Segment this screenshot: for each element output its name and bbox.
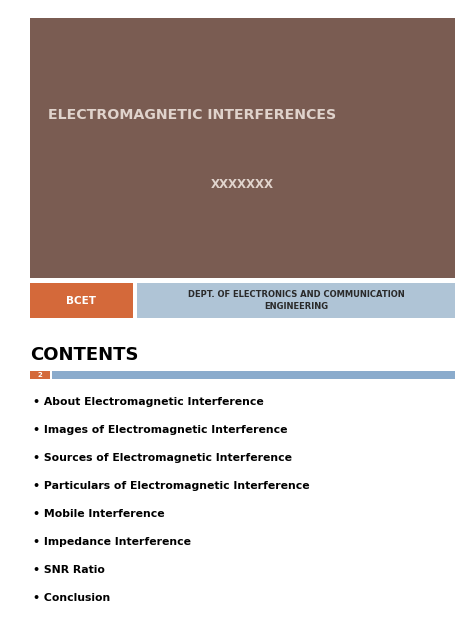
Text: BCET: BCET <box>66 296 97 305</box>
Bar <box>30 283 133 318</box>
Text: • Particulars of Electromagnetic Interference: • Particulars of Electromagnetic Interfe… <box>33 481 310 491</box>
Bar <box>137 283 455 318</box>
Bar <box>52 371 455 379</box>
Text: • Conclusion: • Conclusion <box>33 593 110 603</box>
Text: DEPT. OF ELECTRONICS AND COMMUNICATION
ENGINEERING: DEPT. OF ELECTRONICS AND COMMUNICATION E… <box>188 290 404 311</box>
Text: ELECTROMAGNETIC INTERFERENCES: ELECTROMAGNETIC INTERFERENCES <box>48 108 336 122</box>
Text: • Impedance Interference: • Impedance Interference <box>33 537 191 547</box>
Text: CONTENTS: CONTENTS <box>30 346 138 364</box>
Text: • Sources of Electromagnetic Interference: • Sources of Electromagnetic Interferenc… <box>33 453 292 463</box>
Bar <box>30 18 455 278</box>
Text: 2: 2 <box>37 372 42 378</box>
Text: • SNR Ratio: • SNR Ratio <box>33 565 105 575</box>
Text: XXXXXXX: XXXXXXX <box>211 178 274 191</box>
Bar <box>30 371 50 379</box>
Text: • Images of Electromagnetic Interference: • Images of Electromagnetic Interference <box>33 425 288 435</box>
Text: • About Electromagnetic Interference: • About Electromagnetic Interference <box>33 397 264 407</box>
Text: • Mobile Interference: • Mobile Interference <box>33 509 164 519</box>
